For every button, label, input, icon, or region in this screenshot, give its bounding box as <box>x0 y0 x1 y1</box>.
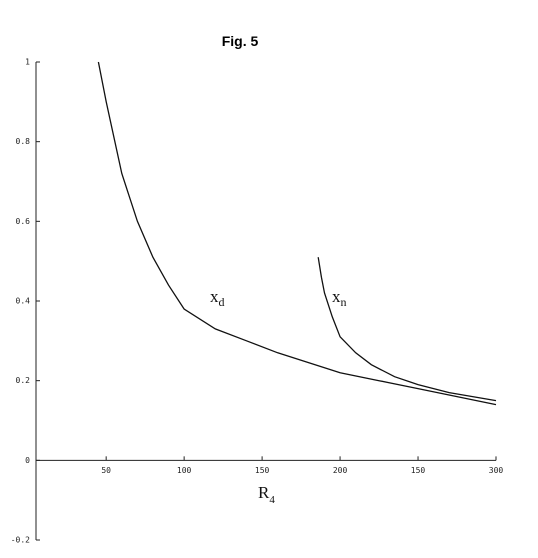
y-tick-label: 0.6 <box>16 217 31 226</box>
line-series <box>317 257 497 402</box>
x-axis-label-sub: 4 <box>269 494 275 506</box>
y-tick-label: 0 <box>25 456 30 465</box>
x-axis-label: R4 <box>258 483 275 506</box>
series-label-sub: d <box>219 295 225 309</box>
y-tick-label: 0.8 <box>16 137 31 146</box>
y-tick-label: 0.4 <box>16 297 31 306</box>
y-tick-label: -0.2 <box>11 536 30 545</box>
x-tick-label: 100 <box>177 466 192 475</box>
chart-title: Fig. 5 <box>222 33 259 49</box>
y-tick-label: 1 <box>25 58 30 67</box>
series-label-main: x <box>210 287 219 306</box>
x-tick-label: 200 <box>333 466 348 475</box>
line-series <box>97 61 497 406</box>
series-label: xn <box>332 287 347 309</box>
x-axis-label-main: R <box>258 483 270 502</box>
series-label-main: x <box>332 287 341 306</box>
x-tick-label: 50 <box>101 466 111 475</box>
series-label-sub: n <box>341 295 347 309</box>
x-tick-label: 150 <box>255 466 270 475</box>
x-tick-label: 300 <box>489 466 504 475</box>
series-label: xd <box>210 287 225 309</box>
y-tick-label: 0.2 <box>16 376 31 385</box>
x-tick-label: 150 <box>411 466 426 475</box>
